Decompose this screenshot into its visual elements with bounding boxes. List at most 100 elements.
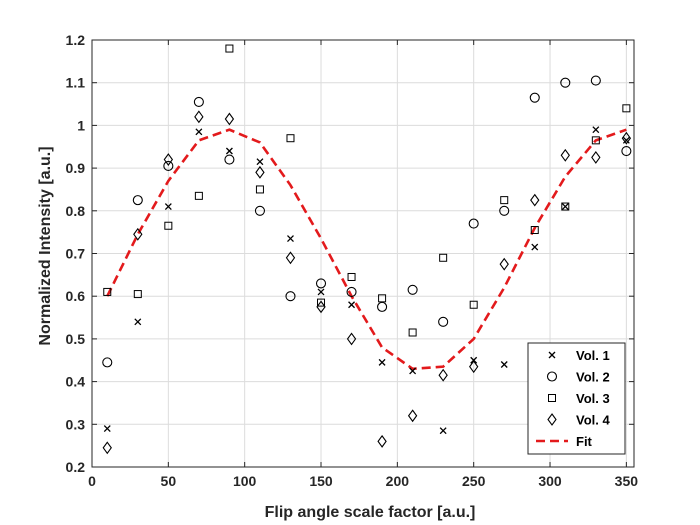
data-point-x	[256, 158, 264, 166]
y-tick-label: 0.8	[66, 203, 86, 219]
data-point-square	[225, 44, 234, 53]
x-marker-stroke	[103, 425, 111, 433]
data-point-x	[164, 203, 172, 210]
y-tick-label: 0.4	[66, 374, 86, 390]
data-point-circle	[224, 154, 235, 165]
y-tick-label: 1.1	[66, 75, 86, 91]
data-point-x	[134, 318, 142, 326]
data-point-diamond	[469, 360, 479, 374]
data-point-circle	[102, 357, 113, 368]
data-point-diamond	[194, 110, 204, 124]
x-tick-label: 300	[538, 473, 562, 489]
x-marker-stroke	[500, 361, 508, 368]
data-point-x	[195, 128, 203, 136]
data-point-square	[317, 298, 326, 307]
data-point-diamond	[224, 112, 235, 126]
data-point-circle	[438, 316, 449, 327]
data-point-diamond	[591, 150, 601, 164]
x-marker-stroke	[409, 367, 417, 375]
data-point-x	[500, 361, 508, 368]
legend-diamond-swatch	[547, 413, 557, 426]
x-marker-stroke	[531, 243, 539, 251]
data-point-x	[348, 301, 356, 309]
data-point-circle	[132, 195, 143, 206]
y-axis-label: Normalized Intensity [a.u.]	[37, 146, 54, 345]
data-point-circle	[315, 278, 327, 289]
y-tick-label: 0.3	[66, 416, 86, 432]
data-point-square	[347, 272, 356, 281]
data-point-diamond	[133, 227, 143, 241]
data-point-diamond	[438, 368, 448, 382]
data-point-x	[378, 358, 386, 366]
x-marker-stroke	[287, 235, 294, 243]
data-point-x	[531, 243, 539, 251]
data-point-square	[286, 134, 295, 143]
legend-square-swatch	[548, 394, 556, 402]
data-point-diamond	[316, 300, 326, 314]
data-point-circle	[193, 96, 204, 107]
data-point-square	[591, 136, 600, 145]
x-marker-stroke	[548, 351, 556, 359]
data-point-diamond	[377, 434, 387, 448]
data-point-diamond	[255, 165, 265, 179]
data-point-x	[592, 126, 600, 134]
data-point-square	[378, 294, 387, 303]
data-point-x	[103, 425, 111, 433]
x-marker-stroke	[195, 128, 203, 136]
x-tick-label: 0	[88, 473, 96, 489]
x-tick-label: 200	[386, 473, 410, 489]
data-point-diamond	[407, 409, 418, 423]
data-point-circle	[163, 160, 174, 172]
data-point-circle	[285, 291, 296, 302]
legend-label: Vol. 1	[576, 348, 610, 363]
y-tick-label: 0.9	[66, 160, 86, 176]
data-point-diamond	[285, 251, 296, 265]
data-point-diamond	[621, 131, 632, 145]
data-point-x	[409, 367, 417, 375]
x-marker-stroke	[164, 203, 172, 210]
data-point-square	[164, 221, 173, 230]
y-tick-label: 0.6	[66, 288, 86, 304]
data-point-circle	[560, 77, 571, 88]
x-tick-label: 350	[615, 473, 639, 489]
x-tick-label: 150	[309, 473, 333, 489]
y-tick-label: 0.7	[66, 246, 86, 262]
data-point-circle	[590, 75, 601, 86]
data-point-circle	[254, 205, 265, 216]
y-tick-label: 1.2	[66, 32, 86, 48]
data-point-square	[255, 185, 264, 194]
data-point-square	[103, 287, 112, 296]
legend: Vol. 1 Vol. 2 Vol. 3 Vol. 4 Fit	[527, 342, 626, 455]
data-point-circle	[468, 218, 479, 229]
x-tick-label: 100	[233, 473, 257, 489]
data-point-square	[133, 290, 142, 299]
x-marker-stroke	[592, 126, 600, 134]
data-point-square	[439, 253, 448, 262]
x-marker-stroke	[561, 203, 569, 210]
data-point-diamond	[560, 148, 570, 162]
data-point-square	[469, 300, 478, 309]
data-point-circle	[529, 92, 540, 103]
data-point-diamond	[499, 257, 509, 271]
data-point-square	[561, 202, 570, 211]
data-point-x	[287, 235, 294, 243]
legend-label: Vol. 3	[576, 391, 610, 406]
data-point-square	[500, 196, 509, 205]
x-marker-stroke	[439, 427, 447, 435]
x-marker-stroke	[256, 158, 264, 166]
x-tick-label: 50	[161, 473, 177, 489]
data-point-diamond	[163, 153, 174, 166]
data-point-circle	[346, 286, 357, 297]
x-marker-stroke	[348, 301, 356, 309]
data-point-diamond	[530, 193, 540, 207]
x-marker-stroke	[378, 358, 386, 366]
data-point-diamond	[346, 332, 357, 346]
legend-label: Fit	[576, 434, 593, 449]
legend-label: Vol. 2	[576, 370, 610, 385]
data-point-circle	[377, 301, 388, 312]
data-point-x	[225, 147, 233, 155]
fit-line	[106, 128, 627, 371]
data-point-square	[194, 191, 203, 200]
x-marker-stroke	[225, 147, 233, 155]
